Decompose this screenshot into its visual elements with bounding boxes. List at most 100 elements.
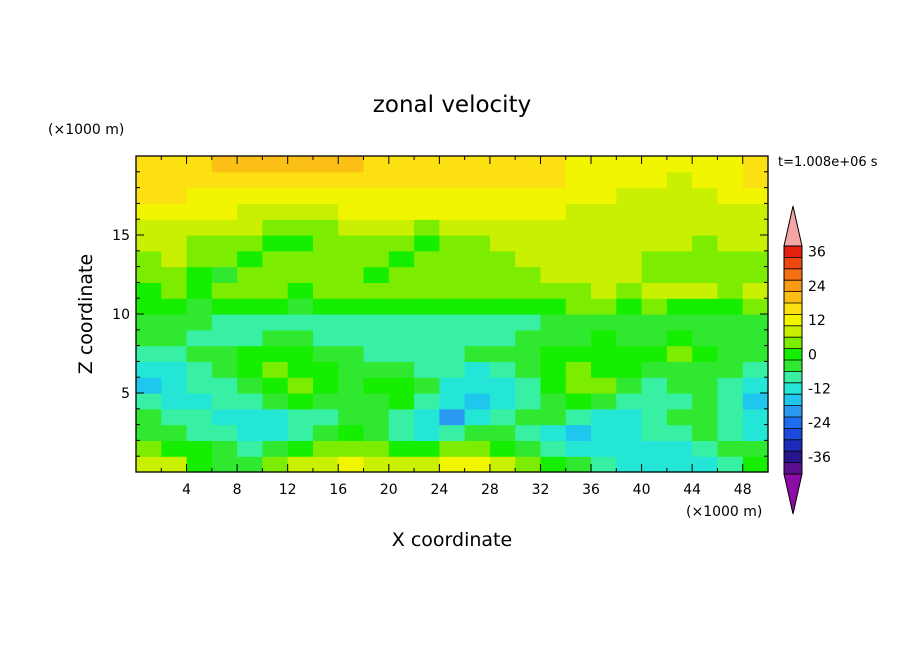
heatmap-cell: [161, 298, 188, 315]
heatmap-cell: [211, 203, 238, 220]
heatmap-cell: [287, 424, 314, 441]
heatmap-cell: [211, 424, 238, 441]
heatmap-cell: [363, 314, 390, 331]
heatmap-cell: [692, 456, 719, 473]
heatmap-cell: [414, 203, 440, 220]
heatmap-cell: [262, 219, 289, 236]
heatmap-cell: [338, 282, 365, 299]
heatmap-cell: [666, 393, 693, 410]
colorbar-segment: [784, 462, 802, 475]
heatmap-cell: [237, 203, 263, 220]
heatmap-cell: [565, 219, 592, 236]
heatmap-cell: [338, 424, 365, 441]
heatmap-cell: [565, 345, 592, 362]
heatmap-cell: [616, 235, 643, 252]
heatmap-cell: [464, 171, 491, 189]
colorbar-segment: [784, 428, 802, 441]
heatmap-cell: [666, 282, 693, 299]
heatmap-cell: [363, 393, 390, 410]
heatmap-cell: [692, 408, 719, 426]
heatmap-cell: [666, 329, 693, 347]
colorbar-segment: [784, 314, 802, 327]
heatmap-cell: [540, 345, 567, 362]
heatmap-cell: [388, 440, 415, 457]
heatmap-cell: [666, 266, 693, 283]
heatmap-cell: [338, 266, 365, 283]
heatmap-cell: [489, 329, 516, 347]
heatmap-cell: [616, 393, 643, 410]
heatmap-cell: [666, 171, 693, 189]
heatmap-cell: [312, 329, 339, 347]
heatmap-cell: [161, 171, 188, 189]
heatmap-cell: [742, 408, 769, 426]
heatmap-cell: [515, 377, 542, 394]
heatmap-cell: [136, 298, 162, 315]
colorbar-segment: [784, 246, 802, 258]
heatmap-cell: [388, 298, 415, 315]
heatmap-cell: [464, 440, 491, 457]
heatmap-cell: [742, 250, 769, 268]
heatmap-cell: [161, 456, 188, 473]
heatmap-cell: [692, 440, 719, 457]
heatmap-cell: [489, 393, 516, 410]
heatmap-cell: [161, 424, 188, 441]
heatmap-cell: [692, 156, 719, 173]
heatmap-cell: [312, 282, 339, 299]
heatmap-cell: [186, 408, 213, 426]
heatmap-cell: [591, 408, 617, 426]
heatmap-cell: [388, 393, 415, 410]
heatmap-cell: [186, 345, 213, 362]
heatmap-cell: [186, 456, 213, 473]
heatmap-cell: [388, 329, 415, 347]
heatmap-cell: [237, 250, 263, 268]
heatmap-cell: [489, 361, 516, 378]
heatmap-cell: [540, 424, 567, 441]
heatmap-cell: [186, 314, 213, 331]
heatmap-cell: [287, 266, 314, 283]
heatmap-cell: [414, 171, 440, 189]
heatmap-cell: [565, 203, 592, 220]
heatmap-cell: [237, 266, 263, 283]
heatmap-cell: [186, 393, 213, 410]
heatmap-cell: [565, 250, 592, 268]
y-tick-label: 10: [112, 307, 130, 323]
heatmap-cell: [363, 361, 390, 378]
heatmap-cell: [742, 440, 769, 457]
heatmap-cell: [414, 345, 440, 362]
heatmap-cell: [186, 266, 213, 283]
heatmap-cell: [489, 408, 516, 426]
heatmap-cell: [616, 456, 643, 473]
heatmap-cell: [515, 408, 542, 426]
heatmap-cell: [515, 314, 542, 331]
heatmap-cell: [616, 171, 643, 189]
heatmap-cell: [338, 187, 365, 204]
colorbar-extend-max: [783, 205, 803, 247]
heatmap-cell: [464, 219, 491, 236]
heatmap-cell: [565, 314, 592, 331]
heatmap-cell: [414, 219, 440, 236]
heatmap-cell: [717, 440, 744, 457]
heatmap-cell: [388, 282, 415, 299]
heatmap-cell: [237, 235, 263, 252]
heatmap-cell: [439, 203, 466, 220]
heatmap-cell: [312, 377, 339, 394]
heatmap-cell: [591, 219, 617, 236]
heatmap-cell: [641, 440, 668, 457]
heatmap-cell: [515, 187, 542, 204]
heatmap-cell: [414, 235, 440, 252]
heatmap-cell: [287, 282, 314, 299]
heatmap-cell: [717, 282, 744, 299]
heatmap-cell: [591, 440, 617, 457]
heatmap-cell: [161, 156, 188, 173]
heatmap-cell: [565, 424, 592, 441]
heatmap-cell: [338, 219, 365, 236]
heatmap-cell: [666, 345, 693, 362]
heatmap-cell: [565, 329, 592, 347]
colorbar-label: 0: [808, 347, 817, 363]
heatmap-cell: [742, 266, 769, 283]
heatmap-cell: [262, 250, 289, 268]
heatmap-cell: [237, 314, 263, 331]
heatmap-cell: [287, 393, 314, 410]
heatmap-cell: [186, 203, 213, 220]
heatmap-cell: [211, 235, 238, 252]
